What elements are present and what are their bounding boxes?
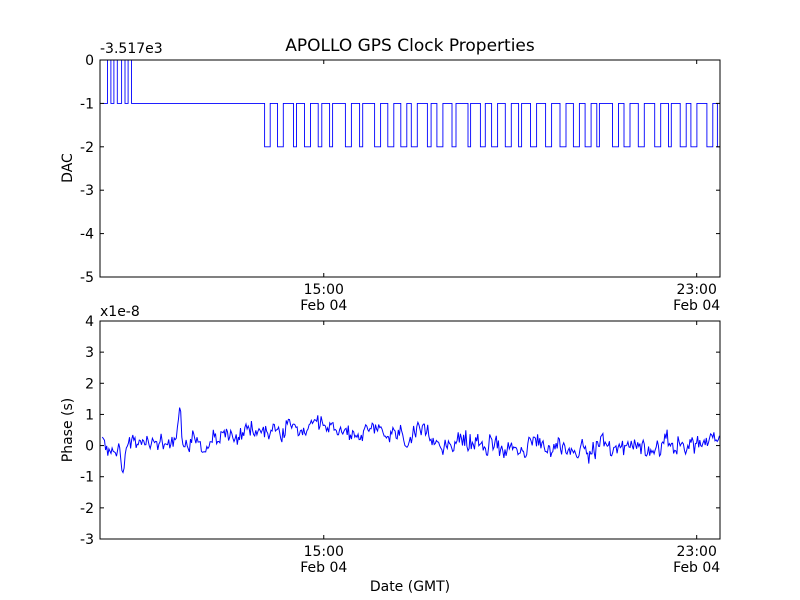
y-tick-label: -2 <box>80 140 94 156</box>
y-tick-label: 0 <box>85 53 94 69</box>
dac-series-layer <box>102 60 720 148</box>
dac-series-line <box>102 60 720 148</box>
y-tick-label: -4 <box>80 227 94 243</box>
y-tick-label: -3 <box>80 532 94 548</box>
x-tick-label-time: 23:00 <box>677 282 717 298</box>
x-tick-label-time: 23:00 <box>677 544 717 560</box>
x-tick-label-date: Feb 04 <box>673 298 720 314</box>
phase-ylabel: Phase (s) <box>60 398 76 462</box>
y-tick-label: -2 <box>80 501 94 517</box>
y-tick-label: 3 <box>85 345 94 361</box>
y-tick-label: -1 <box>80 470 94 486</box>
x-tick-label-date: Feb 04 <box>300 298 347 314</box>
figure-title: APOLLO GPS Clock Properties <box>285 36 535 56</box>
x-tick-label-time: 15:00 <box>304 282 344 298</box>
x-tick-label-date: Feb 04 <box>300 560 347 576</box>
y-tick-label: -3 <box>80 183 94 199</box>
y-tick-label: -5 <box>80 270 94 286</box>
y-tick-label: 2 <box>85 376 94 392</box>
dac-offset-label: -3.517e3 <box>100 41 163 57</box>
phase-series-line <box>101 407 720 474</box>
y-tick-label: -1 <box>80 96 94 112</box>
x-axis-label: Date (GMT) <box>370 579 450 595</box>
phase-axes-frame <box>99 320 721 540</box>
phase-series-layer <box>101 407 720 474</box>
y-tick-label: 4 <box>85 314 94 330</box>
dac-ylabel: DAC <box>60 153 76 183</box>
dac-axes-frame <box>99 59 721 278</box>
x-tick-label-time: 15:00 <box>304 544 344 560</box>
x-tick-label-date: Feb 04 <box>673 560 720 576</box>
y-tick-label: 1 <box>85 407 94 423</box>
phase-offset-label: x1e-8 <box>100 304 140 320</box>
y-tick-label: 0 <box>85 439 94 455</box>
